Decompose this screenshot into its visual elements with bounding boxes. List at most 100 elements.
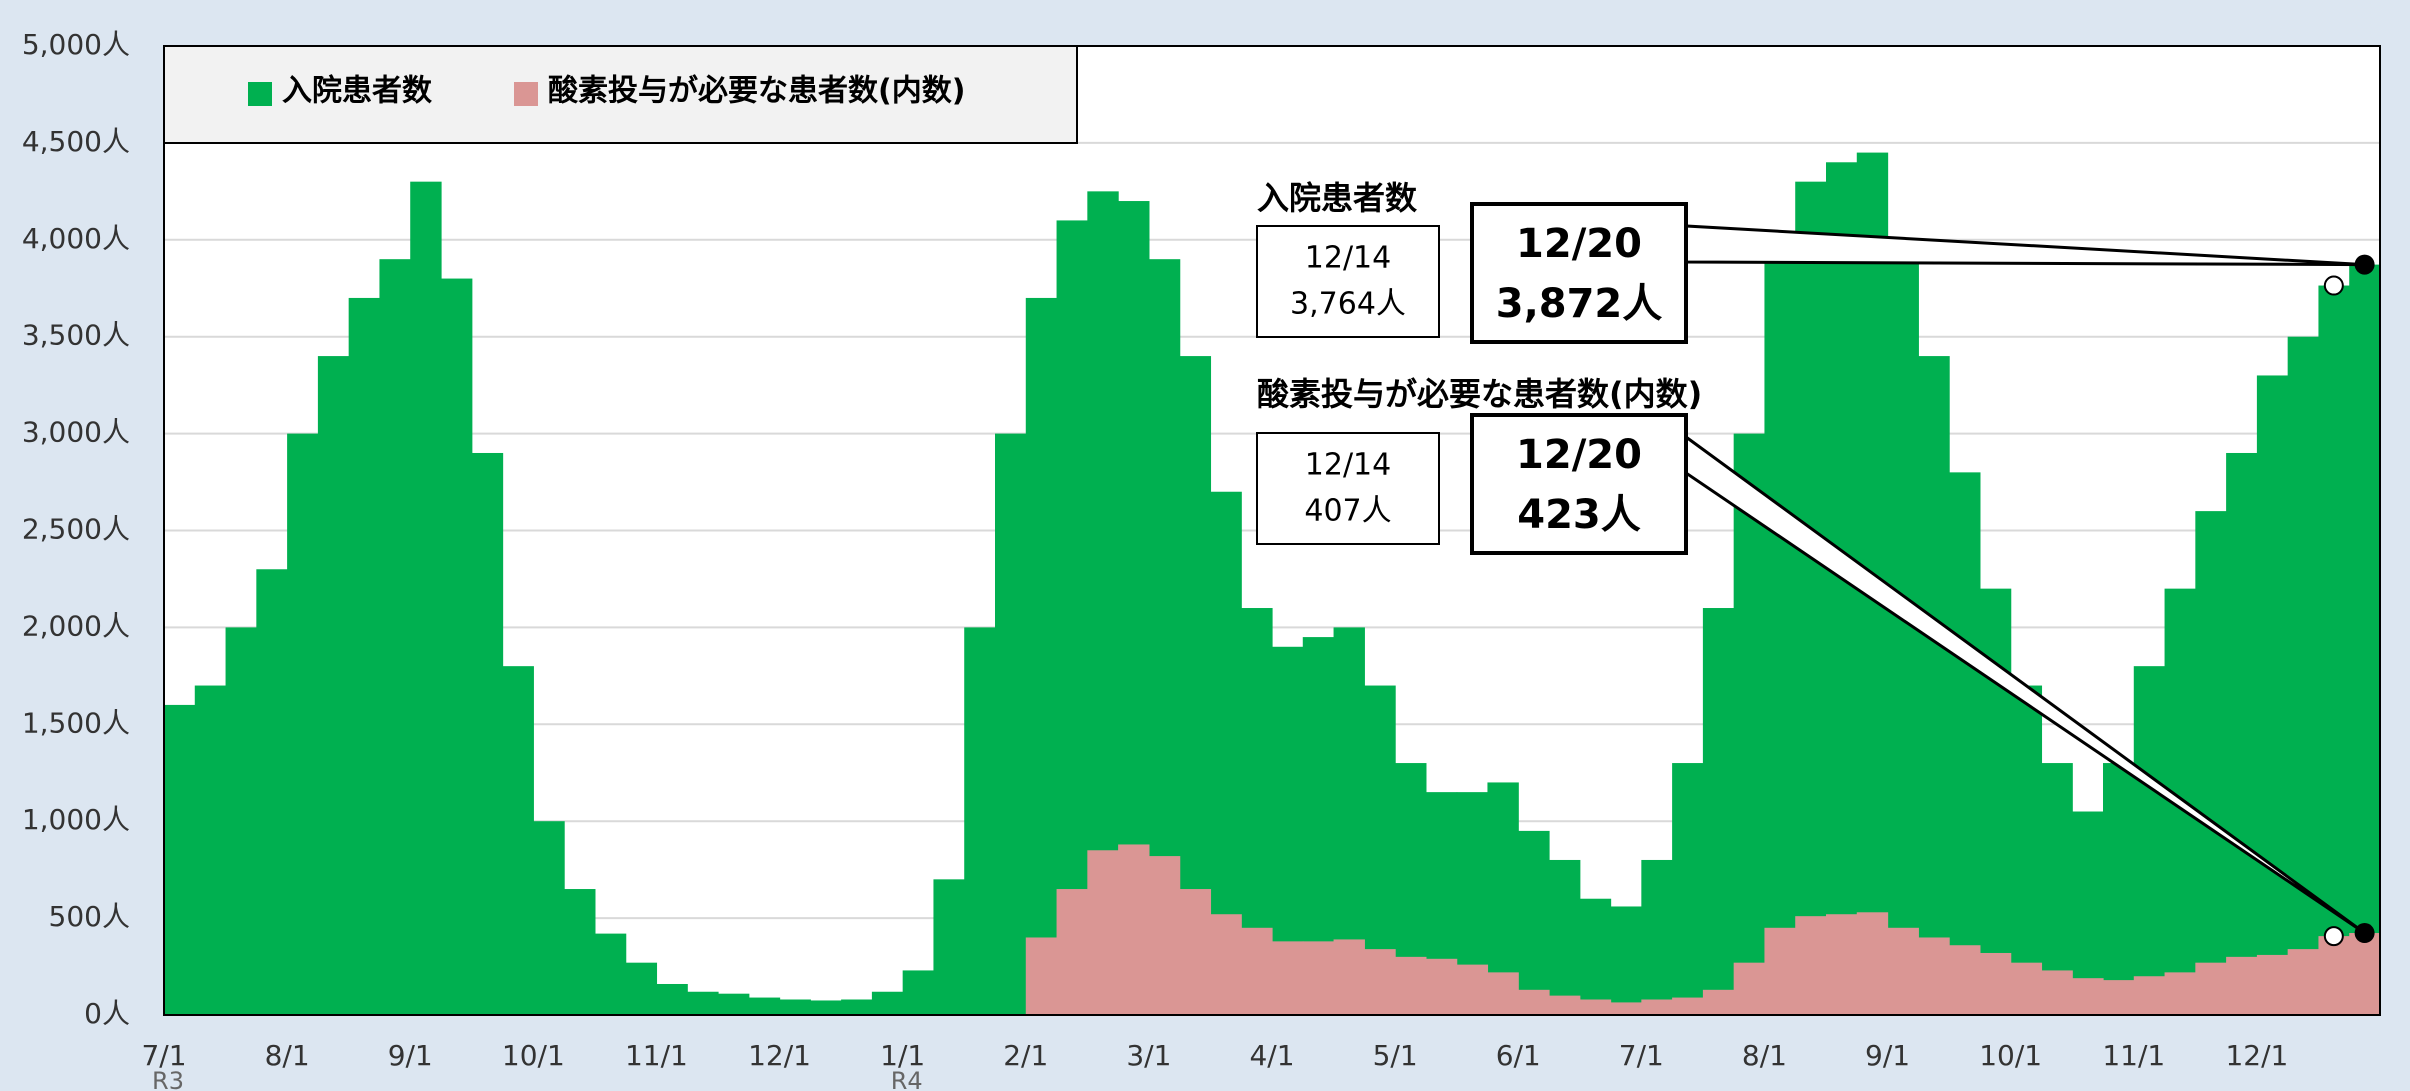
bar bbox=[287, 433, 319, 1016]
bar bbox=[2133, 666, 2166, 1015]
y-tick-label: 2,000人 bbox=[22, 609, 130, 642]
bar bbox=[1949, 472, 1981, 1015]
x-tick-label: 11/1 bbox=[2102, 1039, 2165, 1072]
bar bbox=[1210, 914, 1242, 1015]
x-sublabel: R4 bbox=[891, 1067, 923, 1091]
annotation-big-box bbox=[1470, 413, 1688, 555]
bar bbox=[502, 666, 534, 1015]
bar bbox=[1764, 927, 1796, 1015]
annotation-small-box bbox=[1256, 432, 1440, 545]
bar bbox=[2103, 980, 2135, 1015]
legend-swatch bbox=[514, 82, 538, 106]
bar bbox=[2195, 511, 2227, 1015]
bar bbox=[2349, 933, 2381, 1015]
bar bbox=[1795, 181, 1827, 1015]
bar bbox=[718, 993, 750, 1015]
bar bbox=[2010, 685, 2043, 1015]
bar bbox=[1025, 937, 1058, 1015]
y-tick-label: 0人 bbox=[84, 997, 130, 1030]
x-tick-label: 7/1 bbox=[1619, 1039, 1664, 1072]
annotation-date: 12/14 bbox=[1305, 241, 1391, 276]
bar bbox=[1856, 912, 1889, 1015]
bar bbox=[1979, 952, 2012, 1015]
bar bbox=[2226, 452, 2258, 1016]
bar bbox=[1487, 972, 1519, 1015]
legend-swatch bbox=[248, 82, 272, 106]
x-tick-label: 10/1 bbox=[502, 1039, 565, 1072]
bar bbox=[1826, 162, 1858, 1015]
bar bbox=[902, 970, 935, 1015]
x-tick-label: 12/1 bbox=[2225, 1039, 2288, 1072]
x-tick-label: 9/1 bbox=[1865, 1039, 1910, 1072]
bar bbox=[1641, 999, 1673, 1015]
bar bbox=[1733, 433, 1766, 1016]
bar bbox=[1087, 850, 1119, 1015]
bar bbox=[1549, 859, 1581, 1015]
x-tick-label: 6/1 bbox=[1496, 1039, 1541, 1072]
bar bbox=[1702, 989, 1735, 1015]
x-tick-label: 8/1 bbox=[265, 1039, 310, 1072]
bar bbox=[748, 997, 781, 1015]
bar bbox=[779, 999, 811, 1015]
x-sublabel: R3 bbox=[152, 1067, 184, 1091]
y-tick-label: 500人 bbox=[49, 900, 130, 933]
bar bbox=[1456, 964, 1489, 1015]
bar bbox=[2287, 949, 2320, 1015]
bar bbox=[533, 821, 565, 1015]
bar bbox=[1148, 856, 1181, 1015]
annotation-title: 入院患者数 bbox=[1257, 179, 1418, 217]
bar bbox=[564, 889, 596, 1015]
annotation-small-box bbox=[1256, 225, 1440, 338]
bar bbox=[841, 999, 873, 1015]
y-tick-label: 3,000人 bbox=[22, 416, 130, 449]
legend-label: 入院患者数 bbox=[282, 74, 433, 109]
bar bbox=[1579, 999, 1612, 1015]
bar bbox=[410, 181, 442, 1015]
bar bbox=[1395, 956, 1427, 1015]
bar bbox=[1918, 937, 1950, 1015]
bar bbox=[1241, 927, 1273, 1015]
bar bbox=[1272, 941, 1304, 1015]
x-tick-label: 10/1 bbox=[1979, 1039, 2042, 1072]
bar bbox=[594, 933, 627, 1015]
x-tick-label: 4/1 bbox=[1249, 1039, 1294, 1072]
bar bbox=[2226, 956, 2258, 1015]
bar bbox=[2287, 336, 2320, 1015]
bar bbox=[1364, 949, 1396, 1015]
bar bbox=[1733, 962, 1766, 1015]
legend-label: 酸素投与が必要な患者数(内数) bbox=[548, 74, 965, 109]
bar bbox=[2041, 970, 2073, 1015]
y-tick-label: 4,000人 bbox=[22, 222, 130, 255]
marker-latest bbox=[2354, 254, 2375, 275]
bar bbox=[2072, 978, 2104, 1015]
bar bbox=[810, 1000, 842, 1015]
bar bbox=[2010, 962, 2043, 1015]
y-tick-label: 4,500人 bbox=[22, 125, 130, 158]
bar bbox=[1764, 259, 1796, 1015]
bar bbox=[1179, 889, 1212, 1015]
bar bbox=[964, 627, 996, 1015]
marker-latest bbox=[2354, 923, 2375, 944]
bar bbox=[2256, 954, 2289, 1015]
bar bbox=[1518, 989, 1550, 1015]
annotation-value: 423人 bbox=[1517, 492, 1641, 538]
bar bbox=[2133, 976, 2166, 1015]
legend-box bbox=[163, 45, 1078, 144]
bar bbox=[441, 278, 473, 1015]
annotation-value: 3,872人 bbox=[1496, 281, 1663, 327]
y-tick-label: 1,000人 bbox=[22, 803, 130, 836]
bar bbox=[1333, 939, 1365, 1015]
bar bbox=[687, 991, 719, 1015]
bar bbox=[1518, 830, 1550, 1015]
bar bbox=[1056, 889, 1088, 1015]
x-tick-label: 12/1 bbox=[748, 1039, 811, 1072]
bar bbox=[164, 704, 196, 1015]
bar bbox=[1949, 945, 1981, 1015]
bar bbox=[471, 452, 504, 1016]
bar bbox=[1826, 914, 1858, 1015]
x-tick-label: 3/1 bbox=[1126, 1039, 1171, 1072]
bar bbox=[1118, 844, 1150, 1015]
bar bbox=[1702, 608, 1735, 1015]
bar bbox=[2164, 972, 2196, 1015]
